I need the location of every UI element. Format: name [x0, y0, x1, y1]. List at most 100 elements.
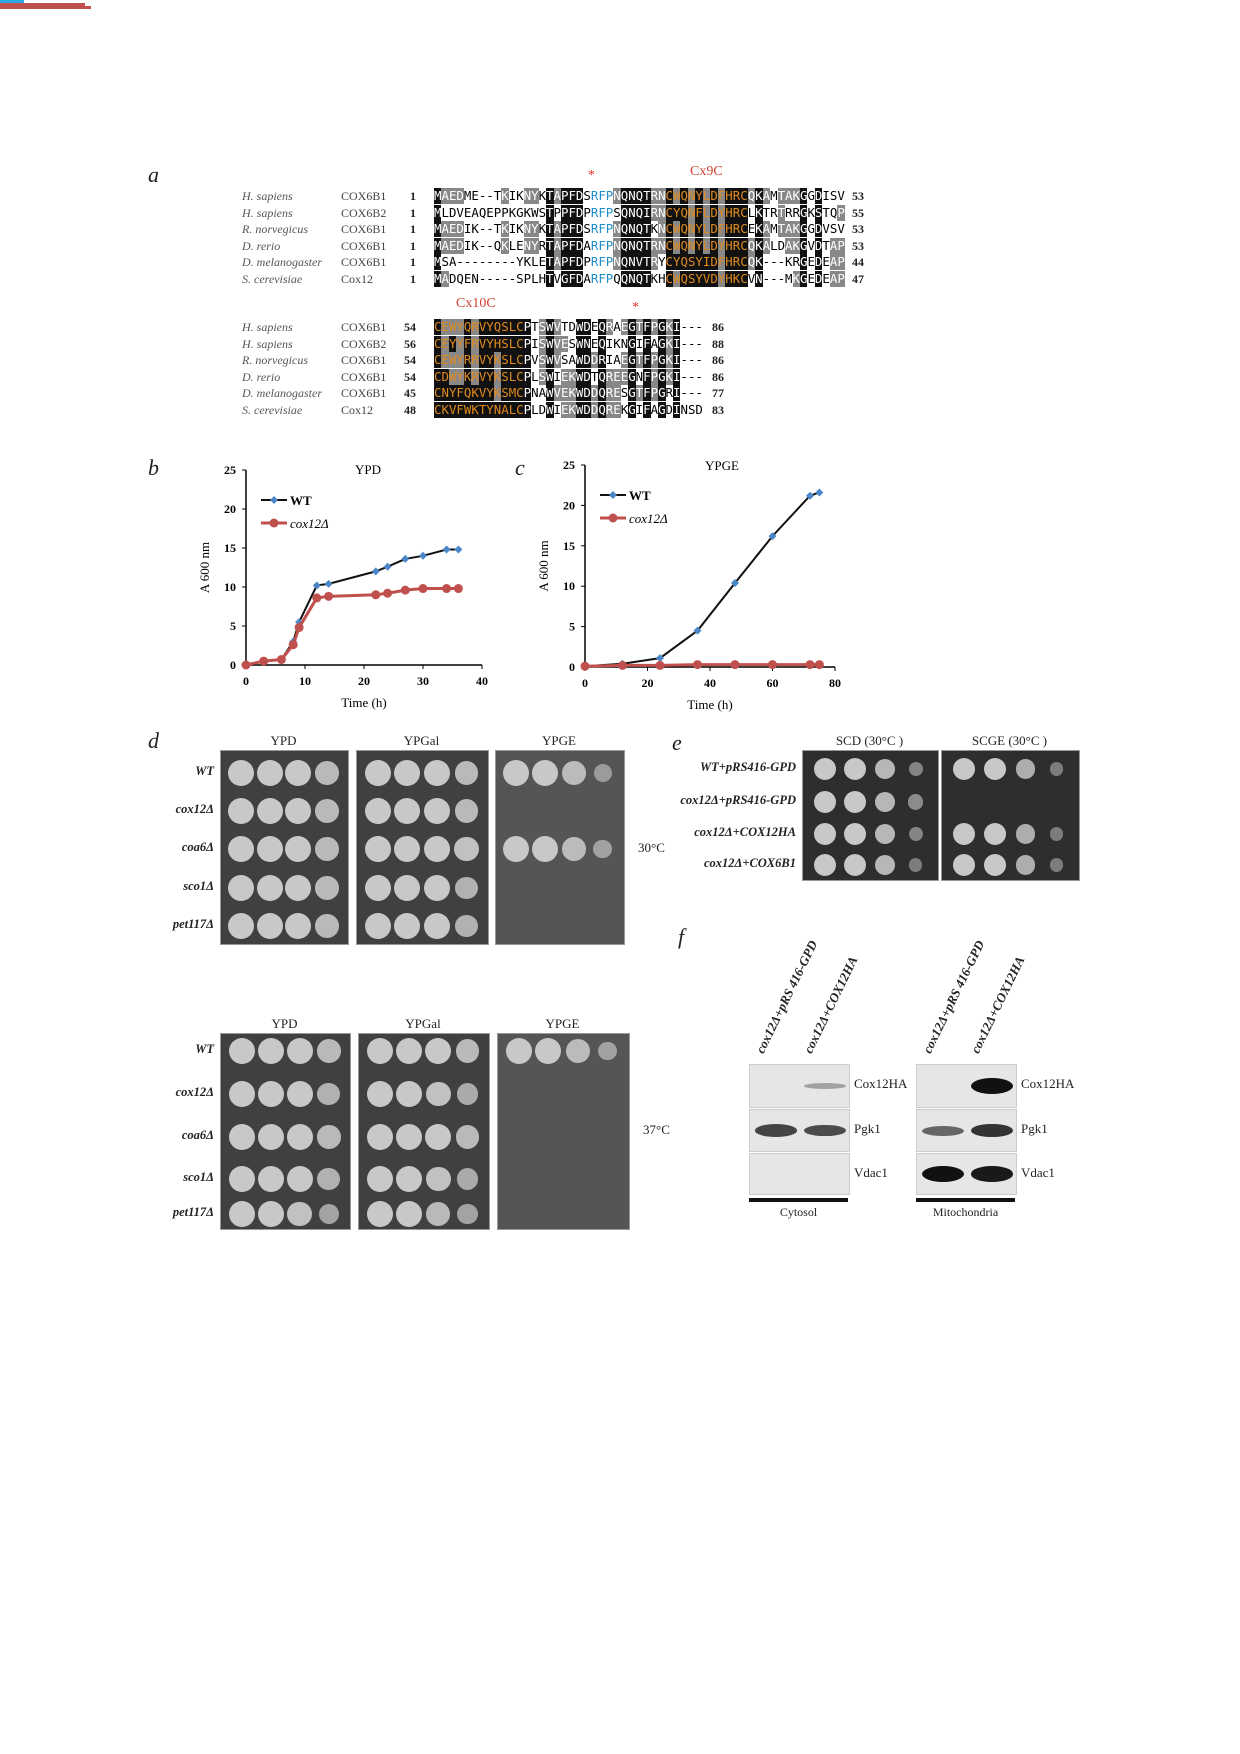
yeast-spot [257, 1201, 284, 1227]
gene-name: COX6B1 [341, 238, 387, 253]
yeast-spot [503, 760, 530, 786]
yeast-spot [562, 761, 586, 785]
yeast-spot [396, 1124, 423, 1150]
yeast-spot [228, 798, 255, 824]
yeast-spot [364, 913, 391, 939]
data-point-cox12 [241, 660, 251, 670]
yeast-spot [257, 1038, 284, 1064]
sequence: CEYYFRVYHSLCPISWVESWNEQIKNGIFAGKI--- [434, 335, 703, 352]
yeast-spot [257, 1166, 284, 1192]
chart-title: YPGE [705, 458, 739, 473]
yeast-spot [453, 836, 479, 862]
start-position: 1 [410, 272, 416, 286]
start-position: 45 [404, 386, 416, 401]
cx9c-motif-bar [0, 3, 85, 6]
legend-marker [269, 518, 279, 528]
alignment-row: H. sapiens COX6B1 1 MAEDME--TKIKNYKTAPFDSRF… [0, 188, 1240, 204]
panel-label-e: e [672, 730, 682, 755]
media-header: YPGal [403, 733, 440, 748]
yeast-spot [286, 1038, 313, 1064]
yeast-spot [908, 826, 923, 842]
yeast-spot [318, 1203, 339, 1225]
yeast-spot [875, 791, 896, 812]
yeast-spot [423, 875, 450, 901]
protein-band [754, 1124, 797, 1137]
blot-strip [916, 1064, 1017, 1108]
panel-label-a: a [148, 162, 159, 187]
series-line-1 [584, 663, 820, 668]
data-point-cox12 [805, 660, 815, 670]
y-tick-label: 0 [230, 658, 236, 672]
yeast-spot [394, 798, 421, 824]
data-point-wt [693, 626, 702, 635]
protein-label: Vdac1 [1021, 1165, 1055, 1180]
yeast-spot [364, 836, 391, 862]
temperature-label: 37°C [643, 1122, 670, 1137]
strain-label: pet117Δ [172, 917, 214, 931]
yeast-spot [813, 854, 836, 876]
blot-strip [916, 1153, 1017, 1195]
yeast-spot [315, 761, 339, 785]
agar-plate [495, 750, 625, 945]
protein-band [921, 1125, 964, 1136]
y-tick-label: 15 [563, 539, 575, 553]
x-axis-label: Time (h) [341, 695, 386, 710]
protein-band [971, 1166, 1014, 1182]
end-position: 55 [852, 205, 864, 220]
data-point-wt [806, 491, 814, 500]
yeast-spot [228, 1038, 255, 1064]
alignment-row: R. norvegicus COX6B1 1 MAEDIK--TKIKNYKTAPFD… [0, 221, 1240, 238]
y-tick-label: 10 [563, 579, 575, 593]
data-point-wt [768, 532, 777, 541]
yeast-spot [455, 914, 478, 938]
start-position: 1 [410, 205, 416, 220]
protein-band [804, 1083, 847, 1089]
gene-name: COX6B1 [341, 255, 387, 270]
yeast-spot [423, 760, 450, 786]
strain-label: WT [195, 764, 214, 778]
yeast-spot [423, 836, 450, 862]
yeast-spot [423, 798, 450, 824]
yeast-spot [285, 875, 312, 901]
species-name: S. cerevisiae [242, 403, 303, 417]
yeast-spot [396, 1081, 423, 1107]
data-point-wt [324, 579, 333, 588]
media-header: YPGE [542, 733, 576, 748]
protein-label: Vdac1 [854, 1165, 888, 1180]
yeast-spot [593, 839, 613, 859]
start-position: 48 [404, 403, 416, 417]
yeast-spot [562, 837, 586, 861]
yeast-spot [228, 913, 255, 939]
agar-plate [358, 1033, 490, 1230]
yeast-spot [875, 854, 896, 875]
lane-label: cox12Δ+COX12HA [967, 953, 1028, 1056]
yeast-spot [315, 876, 339, 900]
yeast-spot [813, 758, 836, 780]
data-point-cox12 [259, 656, 269, 666]
end-position: 53 [852, 238, 864, 253]
yeast-spot [566, 1039, 590, 1063]
yeast-spot [285, 836, 312, 862]
yeast-spot [228, 1081, 255, 1107]
yeast-spot [1049, 827, 1063, 841]
yeast-spot [396, 1201, 423, 1227]
temperature-label: 30°C [638, 840, 665, 855]
panel-label-f: f [678, 924, 685, 949]
blot-strip [749, 1153, 850, 1195]
yeast-spot [315, 837, 339, 861]
data-point-wt [731, 578, 739, 587]
species-name: R. norvegicus [242, 353, 308, 368]
yeast-spot [456, 1083, 479, 1105]
sequence: MADQEN-----SPLHTVGFDARFPQQNQTKHCWQSYVDYH… [434, 271, 845, 287]
x-tick-label: 20 [642, 676, 654, 690]
sequence: CNYFQKVYKSMCPNAWVEKWDDQRESGTFPGRI--- [434, 385, 703, 402]
yeast-spot [286, 1124, 313, 1150]
yeast-spot [394, 875, 421, 901]
data-point-cox12 [453, 584, 463, 594]
x-tick-label: 40 [704, 676, 716, 690]
data-point-wt [815, 488, 824, 497]
species-name: S. cerevisiae [242, 272, 303, 286]
yeast-spot [843, 758, 866, 780]
alignment-row: D. melanogaster COX6B1 45 CNYFQKVYKSMCPNAWV… [0, 385, 1240, 402]
y-tick-label: 20 [224, 502, 236, 516]
